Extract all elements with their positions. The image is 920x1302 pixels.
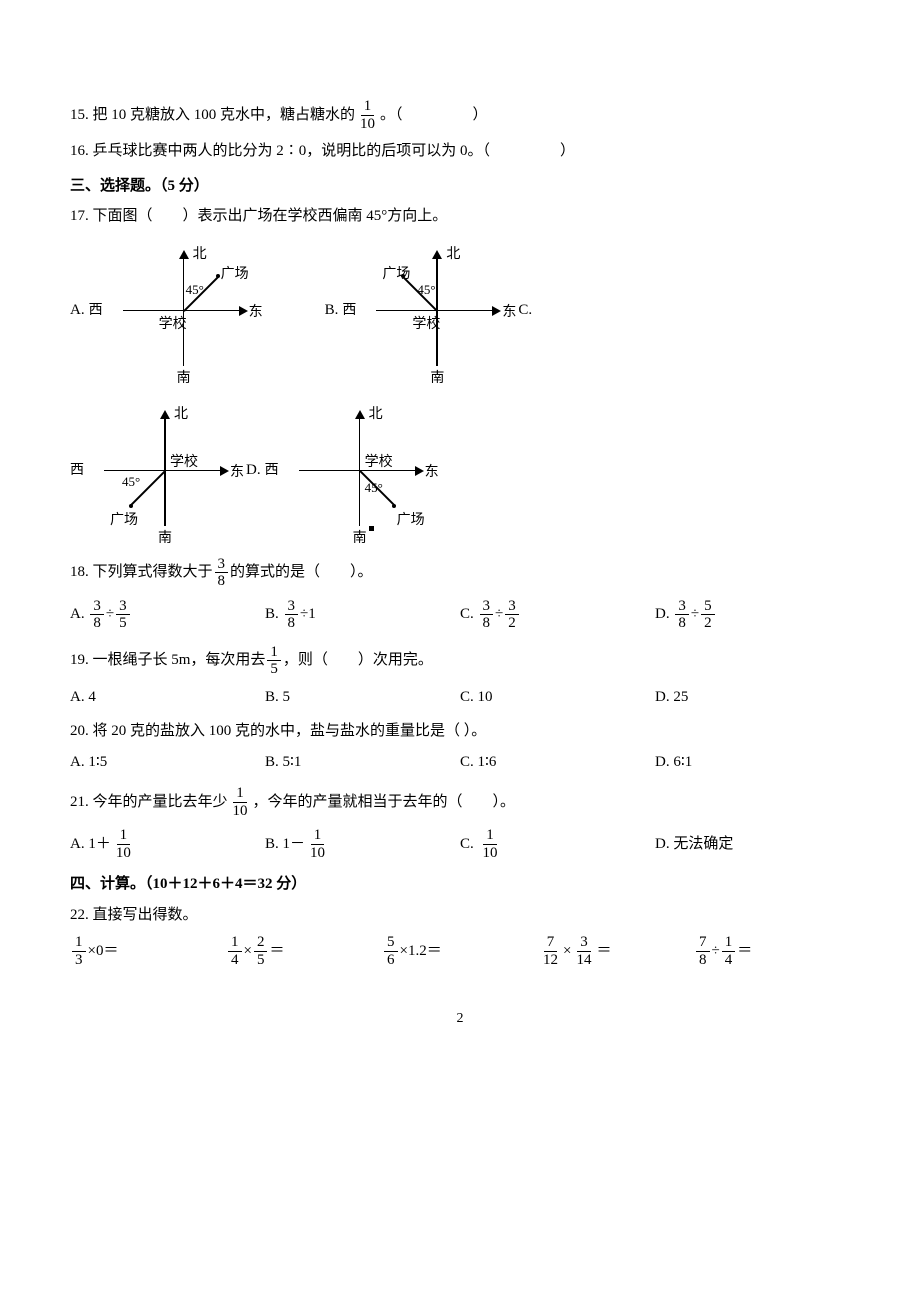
q21-options: A. 1＋ 110 B. 1－ 110 C. 110 D. 无法确定 (70, 827, 850, 861)
q-text: 把 10 克糖放入 100 克水中，糖占糖水的 (93, 104, 356, 127)
q17-diagrams-row-2: 西 北 东 南 学校 广场 45° D. 西 北 东 南 学校 广场 45° (70, 396, 850, 546)
question-22: 22. 直接写出得数。 (70, 904, 850, 927)
q-number: 22. (70, 904, 89, 927)
option-d[interactable]: D. 无法确定 (655, 827, 850, 861)
arrow-up-icon (355, 410, 365, 419)
option-a[interactable]: A. 1∶5 (70, 751, 265, 774)
plaza-dot-icon (392, 504, 396, 508)
option-d-label: D. (246, 459, 261, 482)
option-c[interactable]: C. 10 (460, 686, 655, 709)
q-number: 20. (70, 720, 89, 743)
option-a[interactable]: A. 1＋ 110 (70, 827, 265, 861)
q22-row: 13 ×0＝ 14 × 25 ＝ 56 ×1.2＝ 712 × 314 ＝ 78… (70, 934, 850, 968)
option-c-label: C. (518, 299, 532, 322)
calc-3: 56 ×1.2＝ (382, 934, 538, 968)
option-d[interactable]: D. 6∶1 (655, 751, 850, 774)
square-marker-icon (369, 526, 374, 531)
q-number: 19. (70, 649, 89, 672)
compass-diagram-b: 北 东 南 学校 广场 45° (362, 236, 512, 386)
option-c[interactable]: C. 38 ÷ 32 (460, 598, 655, 632)
calc-4: 712 × 314 ＝ (538, 934, 694, 968)
q-text: 下面图（ ）表示出广场在学校西偏南 45°方向上。 (93, 205, 448, 228)
section-4-title: 四、计算。（10＋12＋6＋4＝32 分） (70, 873, 850, 896)
arrow-right-icon (415, 466, 424, 476)
section-3-title: 三、选择题。（5 分） (70, 175, 850, 198)
compass-diagram-a: 北 东 南 学校 广场 45° (109, 236, 259, 386)
option-b[interactable]: B. 38 ÷ 1 (265, 598, 460, 632)
option-d[interactable]: D. 38 ÷ 52 (655, 598, 850, 632)
calc-1: 13 ×0＝ (70, 934, 226, 968)
option-b[interactable]: B. 1－ 110 (265, 827, 460, 861)
arrow-up-icon (179, 250, 189, 259)
option-d[interactable]: D. 25 (655, 686, 850, 709)
option-b[interactable]: B. 5 (265, 686, 460, 709)
page-number: 2 (70, 1008, 850, 1029)
q-text: 乒乓球比赛中两人的比分为 2∶0，说明比的后项可以为 0。（ (93, 140, 491, 163)
question-20: 20. 将 20 克的盐放入 100 克的水中，盐与盐水的重量比是（ ）。 (70, 720, 850, 743)
option-a[interactable]: A. 4 (70, 686, 265, 709)
question-17: 17. 下面图（ ）表示出广场在学校西偏南 45°方向上。 (70, 205, 850, 228)
arrow-right-icon (492, 306, 501, 316)
arrow-right-icon (239, 306, 248, 316)
calc-5: 78 ÷ 14 ＝ (694, 934, 850, 968)
fraction: 38 (215, 556, 229, 590)
question-19: 19. 一根绳子长 5m，每次用去 15 ，则（ ）次用完。 (70, 644, 850, 678)
option-a[interactable]: A. 38 ÷ 35 (70, 598, 265, 632)
q20-options: A. 1∶5 B. 5∶1 C. 1∶6 D. 6∶1 (70, 751, 850, 774)
q-number: 18. (70, 561, 89, 584)
arrow-up-icon (160, 410, 170, 419)
calc-2: 14 × 25 ＝ (226, 934, 382, 968)
q18-options: A. 38 ÷ 35 B. 38 ÷ 1 C. 38 ÷ 32 D. 38 ÷ … (70, 598, 850, 632)
option-c[interactable]: C. 1∶6 (460, 751, 655, 774)
option-a-label: A. (70, 299, 85, 322)
question-18: 18. 下列算式得数大于 38 的算式的是（ ）。 (70, 556, 850, 590)
q17-diagrams-row-1: A. 西 北 东 南 学校 广场 45° B. 西 北 东 南 学校 广场 45… (70, 236, 850, 386)
option-b-label: B. (325, 299, 339, 322)
arrow-up-icon (432, 250, 442, 259)
question-21: 21. 今年的产量比去年少 110 ，今年的产量就相当于去年的（ ）。 (70, 785, 850, 819)
compass-diagram-d: 北 东 南 学校 广场 45° (285, 396, 435, 546)
question-16: 16. 乒乓球比赛中两人的比分为 2∶0，说明比的后项可以为 0。（ ） (70, 140, 850, 163)
q19-options: A. 4 B. 5 C. 10 D. 25 (70, 686, 850, 709)
compass-diagram-c: 北 东 南 学校 广场 45° (90, 396, 240, 546)
plaza-dot-icon (129, 504, 133, 508)
q-number: 17. (70, 205, 89, 228)
arrow-right-icon (220, 466, 229, 476)
q-number: 15. (70, 104, 89, 127)
option-b[interactable]: B. 5∶1 (265, 751, 460, 774)
option-c[interactable]: C. 110 (460, 827, 655, 861)
fraction: 15 (267, 644, 281, 678)
fraction: 1 10 (357, 98, 378, 132)
q-number: 16. (70, 140, 89, 163)
plaza-dot-icon (216, 274, 220, 278)
question-15: 15. 把 10 克糖放入 100 克水中，糖占糖水的 1 10 。（ ） (70, 98, 850, 132)
fraction: 110 (230, 785, 251, 819)
q-number: 21. (70, 791, 89, 814)
